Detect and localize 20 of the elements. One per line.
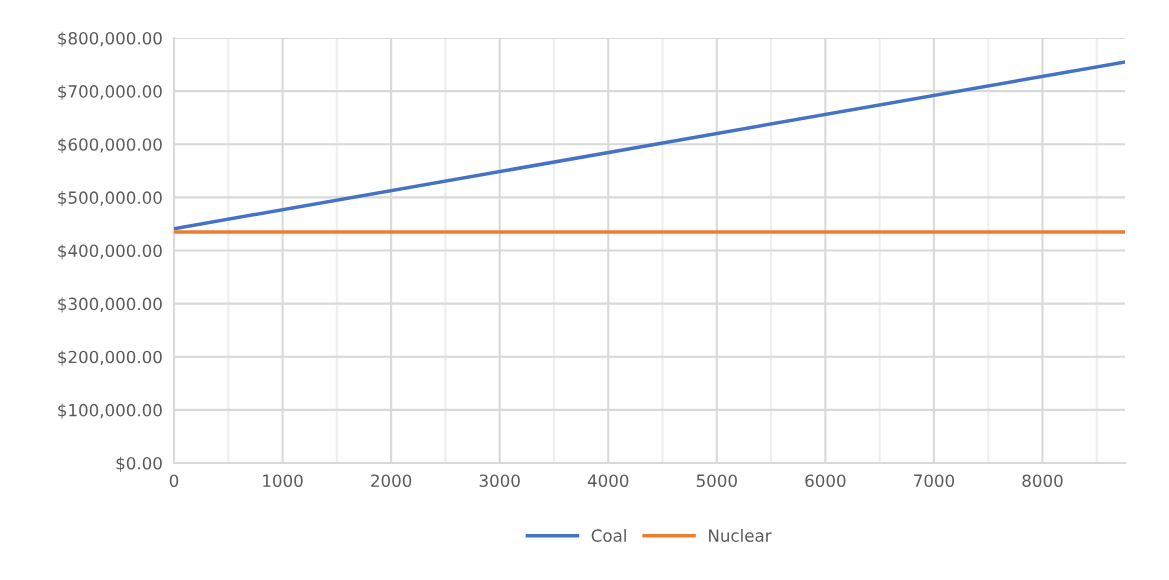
- y-tick-label: $700,000.00: [58, 84, 162, 100]
- y-tick-label: $300,000.00: [58, 297, 162, 313]
- legend-label: Nuclear: [709, 529, 772, 542]
- y-tick-label: $100,000.00: [58, 403, 162, 419]
- y-tick-label: $200,000.00: [58, 350, 162, 366]
- x-tick-label: 0: [169, 474, 179, 488]
- y-tick-label: $400,000.00: [58, 244, 162, 260]
- y-tick-label: $500,000.00: [58, 191, 162, 207]
- y-tick-label: $0.00: [116, 456, 162, 472]
- x-tick-label: 5000: [696, 474, 737, 488]
- legend-label: Coal: [591, 529, 626, 542]
- x-tick-label: 3000: [479, 474, 520, 488]
- y-tick-label: $600,000.00: [58, 137, 162, 154]
- x-tick-label: 4000: [587, 474, 629, 488]
- x-tick-label: 1000: [263, 474, 303, 488]
- y-tick-label: $800,000.00: [58, 31, 162, 47]
- x-tick-label: 7000: [914, 474, 955, 488]
- x-tick-label: 2000: [371, 474, 412, 488]
- x-tick-label: 6000: [805, 474, 846, 488]
- x-tick-label: 8000: [1022, 474, 1063, 488]
